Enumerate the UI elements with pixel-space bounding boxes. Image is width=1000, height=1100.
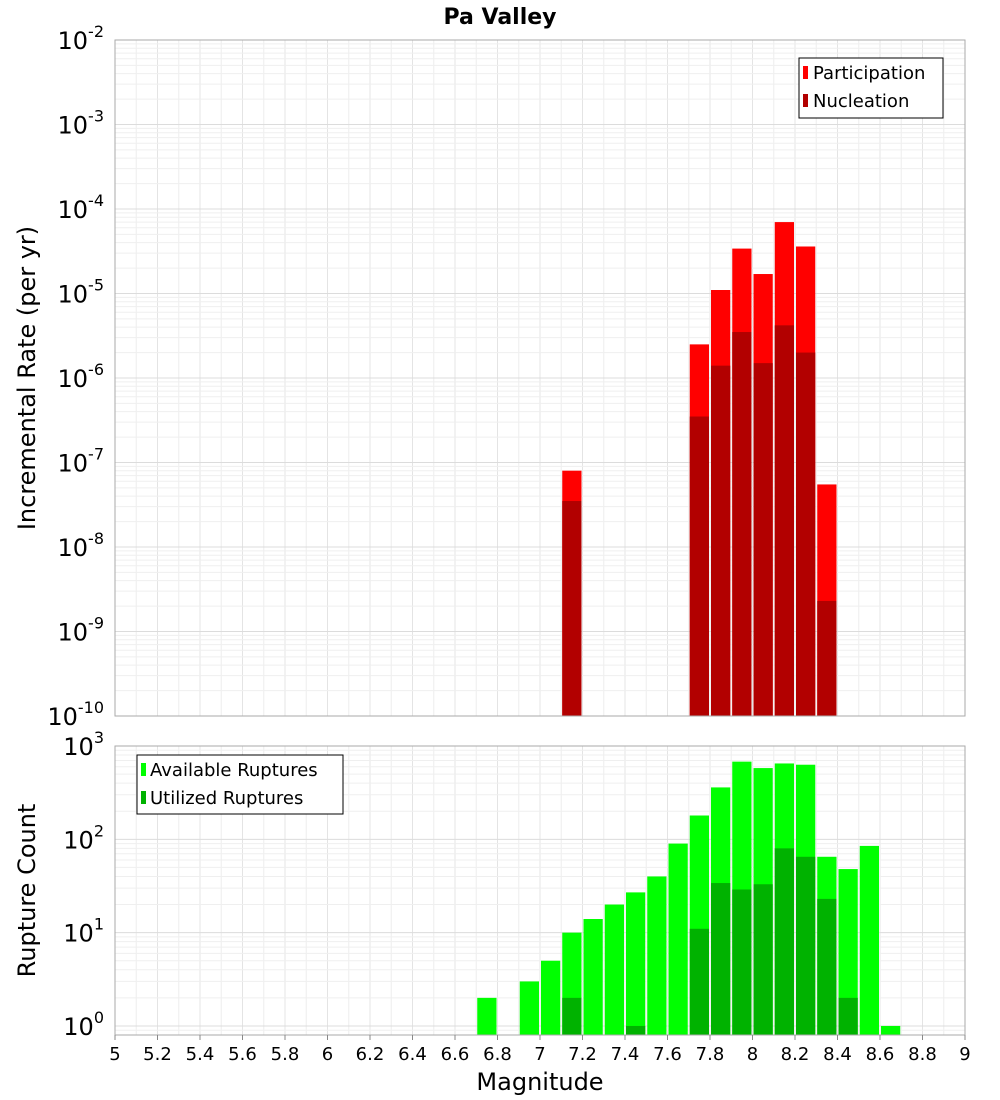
- bar-nucleation-7-15: [562, 501, 582, 716]
- x-axis-label: Magnitude: [476, 1068, 603, 1096]
- y-tick-label: 10-7: [58, 445, 105, 478]
- bar-utilized-ruptures-8-15: [774, 848, 794, 1035]
- bar-nucleation-8-05: [753, 363, 773, 716]
- top-plot-frame: [114, 39, 966, 717]
- bar-utilized-ruptures-8-45: [838, 997, 858, 1035]
- bar-utilized-ruptures-8-05: [753, 884, 773, 1035]
- chart-title: Pa Valley: [443, 5, 556, 30]
- bar-utilized-ruptures-7-85: [711, 883, 731, 1035]
- x-tick-label: 6.4: [398, 1044, 427, 1065]
- y-tick-label: 10-6: [58, 360, 105, 393]
- y-tick-label: 100: [63, 1008, 104, 1041]
- legend-swatch-nucleation: [803, 94, 808, 107]
- top-y-ticks: 10-10 10-9 10-8 10-7 10-6 10-5 10-4 10-3 10-2: [47, 22, 104, 731]
- bar-nucleation-7-95: [732, 332, 752, 716]
- legend-swatch-available-ruptures: [141, 763, 146, 776]
- legend-label-available-ruptures: Available Ruptures: [150, 760, 318, 781]
- bar-nucleation-8-15: [774, 325, 794, 716]
- x-tick-label: 7.4: [611, 1044, 640, 1065]
- top-legend: Participation Nucleation: [798, 57, 944, 119]
- bar-utilized-ruptures-8-25: [796, 856, 816, 1035]
- bar-available-ruptures-6-75: [477, 997, 497, 1035]
- y-tick-label: 10-3: [58, 107, 105, 140]
- top-y-axis-label: Incremental Rate (per yr): [13, 226, 41, 530]
- legend-label-nucleation: Nucleation: [813, 91, 909, 112]
- bar-utilized-ruptures-7-75: [689, 928, 709, 1035]
- x-tick-label: 5.8: [271, 1044, 300, 1065]
- top-grid: [115, 40, 965, 716]
- y-tick-label: 103: [63, 728, 104, 761]
- bar-nucleation-8-35: [817, 600, 837, 716]
- x-tick-label: 8: [747, 1044, 758, 1065]
- bar-available-ruptures-8-65: [881, 1025, 901, 1035]
- bar-available-ruptures-7-35: [604, 904, 624, 1035]
- legend-label-utilized-ruptures: Utilized Ruptures: [150, 788, 303, 809]
- bar-available-ruptures-8-55: [859, 845, 879, 1035]
- x-tick-label: 7: [534, 1044, 545, 1065]
- x-tick-label: 8.4: [823, 1044, 852, 1065]
- x-tick-label: 8.8: [908, 1044, 937, 1065]
- bar-available-ruptures-7-65: [668, 843, 688, 1035]
- y-tick-label: 10-4: [58, 191, 105, 224]
- legend-label-participation: Participation: [813, 63, 925, 84]
- bar-available-ruptures-7-05: [541, 960, 561, 1035]
- bar-available-ruptures-8-45: [838, 869, 858, 1035]
- x-tick-label: 9: [959, 1044, 970, 1065]
- bar-available-ruptures-6-95: [519, 981, 539, 1035]
- bottom-legend: Available Ruptures Utilized Ruptures: [136, 754, 344, 815]
- x-tick-label: 6.8: [483, 1044, 512, 1065]
- x-tick-label: 5.6: [228, 1044, 257, 1065]
- x-tick-label: 5.2: [143, 1044, 172, 1065]
- x-tick-label: 6.2: [356, 1044, 385, 1065]
- x-tick-label: 5: [109, 1044, 120, 1065]
- bottom-bars: [477, 761, 901, 1035]
- bar-utilized-ruptures-8-35: [817, 898, 837, 1035]
- bar-nucleation-8-25: [796, 352, 816, 716]
- x-tick-label: 8.2: [781, 1044, 810, 1065]
- bar-utilized-ruptures-7-45: [626, 1025, 646, 1035]
- bar-nucleation-7-85: [711, 365, 731, 716]
- y-tick-label: 10-8: [58, 529, 105, 562]
- legend-swatch-participation: [803, 66, 808, 79]
- y-tick-label: 10-9: [58, 614, 105, 647]
- bottom-y-ticks: 100 101 102 103: [63, 728, 104, 1041]
- x-tick-label: 8.6: [866, 1044, 895, 1065]
- x-tick-label: 7.8: [696, 1044, 725, 1065]
- top-bars: [562, 222, 837, 716]
- bottom-y-axis-label: Rupture Count: [13, 804, 41, 978]
- x-tick-label: 7.6: [653, 1044, 682, 1065]
- top-legend-box: [798, 57, 944, 119]
- y-tick-label: 102: [63, 821, 104, 854]
- bar-available-ruptures-7-45: [626, 892, 646, 1035]
- y-tick-label: 10-5: [58, 276, 105, 309]
- x-tick-label: 6.6: [441, 1044, 470, 1065]
- bar-available-ruptures-7-55: [647, 876, 667, 1035]
- legend-swatch-utilized-ruptures: [141, 791, 146, 804]
- bottom-legend-box: [136, 754, 344, 815]
- bar-nucleation-7-75: [689, 416, 709, 716]
- bar-utilized-ruptures-7-95: [732, 889, 752, 1035]
- y-tick-label: 10-2: [58, 22, 105, 55]
- y-tick-label: 101: [63, 915, 104, 948]
- y-tick-label: 10-10: [47, 698, 104, 731]
- x-tick-label: 6: [322, 1044, 333, 1065]
- bar-available-ruptures-7-25: [583, 919, 603, 1035]
- x-tick-label: 5.4: [186, 1044, 215, 1065]
- x-ticks: 5 5.2 5.4 5.6 5.8 6 6.2 6.4 6.6 6.8 7 7.2 7.4 7.6 7.8 8…: [109, 1035, 971, 1065]
- bar-utilized-ruptures-7-15: [562, 997, 582, 1035]
- x-tick-label: 7.2: [568, 1044, 597, 1065]
